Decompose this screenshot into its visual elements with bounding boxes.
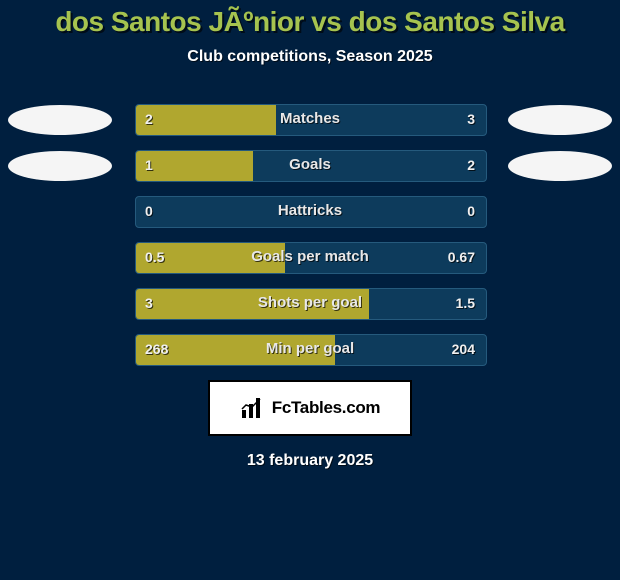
stat-row: Shots per goal31.5 xyxy=(0,288,620,318)
badge-text: FcTables.com xyxy=(272,398,381,418)
bar-track xyxy=(135,150,487,182)
bars-icon xyxy=(240,396,266,420)
bar-fill xyxy=(136,151,253,181)
bar-fill xyxy=(136,243,285,273)
stat-row: Hattricks00 xyxy=(0,196,620,226)
source-badge: FcTables.com xyxy=(208,380,412,436)
bar-fill xyxy=(136,335,335,365)
comparison-card: dos Santos JÃºnior vs dos Santos Silva C… xyxy=(0,0,620,580)
player-left-ellipse xyxy=(8,105,112,135)
player-right-ellipse xyxy=(508,151,612,181)
bar-track xyxy=(135,196,487,228)
bar-track xyxy=(135,334,487,366)
bar-fill xyxy=(136,289,369,319)
bar-track xyxy=(135,288,487,320)
player-left-ellipse xyxy=(8,151,112,181)
stat-row: Matches23 xyxy=(0,104,620,134)
bar-track xyxy=(135,242,487,274)
date-text: 13 february 2025 xyxy=(0,452,620,470)
page-subtitle: Club competitions, Season 2025 xyxy=(0,48,620,66)
stat-row: Goals per match0.50.67 xyxy=(0,242,620,272)
player-right-ellipse xyxy=(508,105,612,135)
stat-row: Goals12 xyxy=(0,150,620,180)
page-title: dos Santos JÃºnior vs dos Santos Silva xyxy=(0,0,620,38)
stats-rows: Matches23 Goals12 Hattricks00 Goals per mat… xyxy=(0,104,620,364)
bar-fill xyxy=(136,105,276,135)
stat-row: Min per goal268204 xyxy=(0,334,620,364)
bar-track xyxy=(135,104,487,136)
